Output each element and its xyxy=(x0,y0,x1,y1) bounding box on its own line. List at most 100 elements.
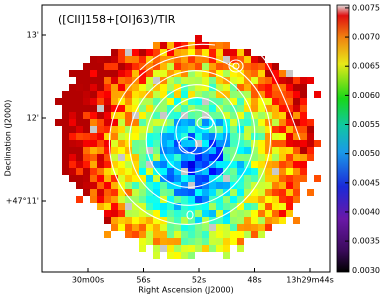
map-pixel xyxy=(244,175,251,182)
map-pixel xyxy=(139,91,146,98)
map-pixel xyxy=(307,140,314,147)
map-pixel xyxy=(251,91,258,98)
map-pixel xyxy=(188,182,195,189)
map-pixel xyxy=(174,154,181,161)
map-pixel xyxy=(153,49,160,56)
map-pixel xyxy=(202,49,209,56)
map-pixel xyxy=(146,133,153,140)
map-pixel xyxy=(279,189,286,196)
map-pixel xyxy=(216,154,223,161)
map-pixel xyxy=(237,231,244,238)
map-pixel xyxy=(251,168,258,175)
map-pixel xyxy=(223,63,230,70)
map-pixel xyxy=(153,161,160,168)
map-pixel xyxy=(279,119,286,126)
map-pixel xyxy=(167,77,174,84)
map-pixel xyxy=(237,56,244,63)
map-pixel xyxy=(307,133,314,140)
map-pixel xyxy=(265,217,272,224)
map-pixel xyxy=(160,161,167,168)
map-pixel xyxy=(195,112,202,119)
map-pixel xyxy=(153,196,160,203)
map-pixel xyxy=(111,98,118,105)
map-pixel xyxy=(188,63,195,70)
map-pixel xyxy=(216,140,223,147)
map-pixel xyxy=(216,77,223,84)
map-pixel xyxy=(230,105,237,112)
map-pixel xyxy=(104,84,111,91)
map-pixel xyxy=(167,231,174,238)
map-pixel xyxy=(90,147,97,154)
map-pixel xyxy=(188,133,195,140)
map-pixel xyxy=(286,133,293,140)
map-pixel xyxy=(132,56,139,63)
map-pixel xyxy=(300,161,307,168)
map-pixel xyxy=(293,189,300,196)
map-pixel xyxy=(125,105,132,112)
map-pixel xyxy=(188,56,195,63)
map-pixel xyxy=(258,189,265,196)
map-pixel xyxy=(258,217,265,224)
map-pixel xyxy=(237,98,244,105)
colorbar-tick-label: 0.0060 xyxy=(352,91,380,100)
map-pixel xyxy=(272,189,279,196)
map-pixel xyxy=(167,175,174,182)
map-pixel xyxy=(181,182,188,189)
map-pixel xyxy=(160,203,167,210)
map-pixel xyxy=(97,119,104,126)
map-pixel xyxy=(167,42,174,49)
map-pixel xyxy=(293,140,300,147)
map-pixel xyxy=(153,189,160,196)
map-pixel xyxy=(62,105,69,112)
map-pixel xyxy=(279,217,286,224)
map-pixel xyxy=(69,140,76,147)
map-pixel xyxy=(188,217,195,224)
map-pixel xyxy=(258,231,265,238)
colorbar-tick-label: 0.0035 xyxy=(352,237,380,246)
map-pixel xyxy=(97,168,104,175)
map-pixel xyxy=(139,189,146,196)
map-pixel xyxy=(237,119,244,126)
map-pixel xyxy=(97,126,104,133)
map-pixel xyxy=(286,126,293,133)
map-pixel xyxy=(272,182,279,189)
map-pixel xyxy=(104,196,111,203)
map-pixel xyxy=(153,105,160,112)
map-pixel xyxy=(83,70,90,77)
map-pixel xyxy=(251,231,258,238)
map-pixel xyxy=(265,168,272,175)
map-pixel xyxy=(237,224,244,231)
map-pixel xyxy=(174,203,181,210)
map-pixel xyxy=(167,182,174,189)
map-pixel xyxy=(153,252,160,259)
map-pixel xyxy=(139,126,146,133)
map-pixel xyxy=(307,189,314,196)
map-pixel xyxy=(202,63,209,70)
map-pixel xyxy=(125,203,132,210)
map-pixel xyxy=(195,154,202,161)
map-pixel xyxy=(244,224,251,231)
contours xyxy=(108,38,301,225)
map-pixel xyxy=(174,140,181,147)
map-pixel xyxy=(265,175,272,182)
map-pixel xyxy=(188,238,195,245)
map-pixel xyxy=(160,224,167,231)
map-pixel xyxy=(62,140,69,147)
map-pixel xyxy=(125,126,132,133)
map-pixel xyxy=(118,77,125,84)
map-pixel xyxy=(146,224,153,231)
map-pixel xyxy=(125,133,132,140)
map-pixel xyxy=(202,217,209,224)
map-pixel xyxy=(216,70,223,77)
map-pixel xyxy=(223,224,230,231)
map-pixel xyxy=(181,112,188,119)
map xyxy=(55,35,321,259)
map-pixel xyxy=(90,84,97,91)
map-pixel xyxy=(153,77,160,84)
map-pixel xyxy=(279,168,286,175)
map-pixel xyxy=(146,105,153,112)
map-pixel xyxy=(237,210,244,217)
map-pixel xyxy=(293,105,300,112)
map-pixel xyxy=(76,84,83,91)
map-pixel xyxy=(244,231,251,238)
